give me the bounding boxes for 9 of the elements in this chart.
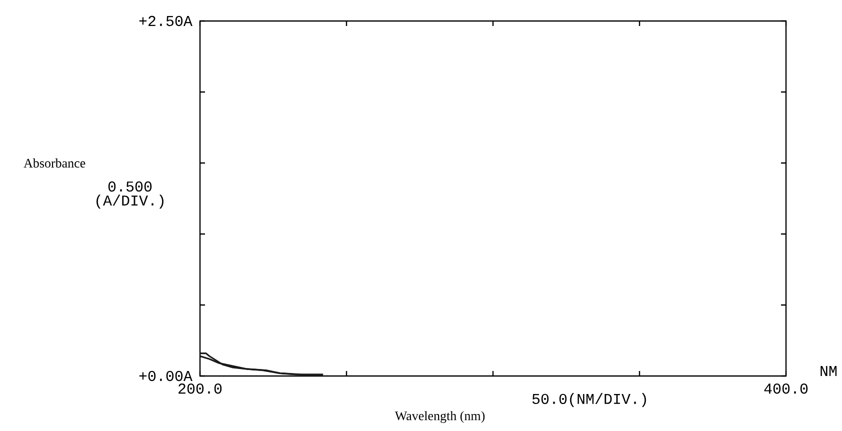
x-tick-label: 200.0 [178,384,222,394]
x-tick-label: 400.0 [764,384,808,394]
text: NM [820,366,837,376]
y-axis-title: Absorbance [24,158,86,168]
y-tick-label: +0.00A [139,370,192,382]
x-axis-title: Wavelength (nm) [394,411,485,423]
text: 0.500 (A/DIV.) [96,181,164,209]
y-tick-label: +2.50A [139,16,192,26]
text: 50.0(NM/DIV.) [532,393,646,407]
